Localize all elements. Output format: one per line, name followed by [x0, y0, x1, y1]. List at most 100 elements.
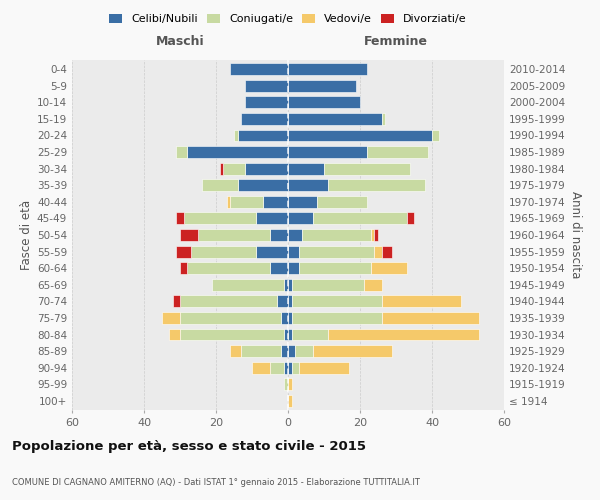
Text: Popolazione per età, sesso e stato civile - 2015: Popolazione per età, sesso e stato civil…: [12, 440, 366, 453]
Bar: [382, 113, 385, 125]
Bar: [180, 262, 187, 274]
Bar: [288, 378, 292, 390]
Bar: [313, 345, 392, 357]
Bar: [169, 328, 180, 340]
Bar: [292, 328, 328, 340]
Bar: [292, 362, 299, 374]
Bar: [270, 362, 284, 374]
Bar: [187, 262, 270, 274]
Bar: [245, 96, 288, 108]
Bar: [288, 80, 356, 92]
Bar: [313, 212, 407, 224]
Bar: [263, 196, 288, 208]
Bar: [252, 362, 270, 374]
Bar: [176, 212, 184, 224]
Bar: [284, 279, 288, 290]
Text: Femmine: Femmine: [364, 34, 428, 48]
Bar: [328, 328, 479, 340]
Bar: [281, 312, 288, 324]
Bar: [288, 246, 299, 258]
Bar: [284, 328, 288, 340]
Bar: [292, 279, 364, 290]
Bar: [241, 113, 288, 125]
Bar: [364, 279, 382, 290]
Bar: [382, 296, 461, 308]
Bar: [288, 312, 292, 324]
Bar: [374, 229, 378, 241]
Bar: [367, 146, 428, 158]
Bar: [288, 96, 360, 108]
Bar: [292, 312, 382, 324]
Bar: [256, 246, 288, 258]
Bar: [202, 180, 238, 191]
Bar: [162, 312, 180, 324]
Bar: [288, 395, 292, 407]
Bar: [288, 345, 295, 357]
Bar: [288, 296, 292, 308]
Bar: [299, 246, 374, 258]
Bar: [270, 229, 288, 241]
Bar: [176, 246, 191, 258]
Bar: [288, 63, 367, 75]
Bar: [288, 262, 299, 274]
Bar: [220, 162, 223, 174]
Bar: [288, 130, 432, 141]
Bar: [284, 362, 288, 374]
Bar: [299, 362, 349, 374]
Bar: [288, 180, 328, 191]
Bar: [180, 296, 277, 308]
Bar: [288, 113, 382, 125]
Bar: [277, 296, 288, 308]
Y-axis label: Anni di nascita: Anni di nascita: [569, 192, 582, 278]
Bar: [238, 180, 288, 191]
Legend: Celibi/Nubili, Coniugati/e, Vedovi/e, Divorziati/e: Celibi/Nubili, Coniugati/e, Vedovi/e, Di…: [107, 12, 469, 26]
Bar: [176, 146, 187, 158]
Bar: [295, 345, 313, 357]
Bar: [371, 229, 374, 241]
Bar: [180, 328, 284, 340]
Bar: [328, 180, 425, 191]
Bar: [270, 262, 288, 274]
Y-axis label: Fasce di età: Fasce di età: [20, 200, 33, 270]
Bar: [184, 212, 256, 224]
Bar: [324, 162, 410, 174]
Bar: [299, 262, 371, 274]
Bar: [212, 279, 284, 290]
Bar: [230, 196, 263, 208]
Bar: [371, 262, 407, 274]
Bar: [234, 130, 238, 141]
Bar: [317, 196, 367, 208]
Bar: [407, 212, 414, 224]
Bar: [374, 246, 382, 258]
Bar: [256, 212, 288, 224]
Bar: [288, 328, 292, 340]
Bar: [288, 196, 317, 208]
Bar: [198, 229, 270, 241]
Text: Maschi: Maschi: [155, 34, 205, 48]
Bar: [180, 312, 281, 324]
Bar: [187, 146, 288, 158]
Bar: [292, 296, 382, 308]
Bar: [302, 229, 371, 241]
Bar: [288, 362, 292, 374]
Bar: [245, 162, 288, 174]
Bar: [230, 63, 288, 75]
Bar: [230, 345, 241, 357]
Bar: [284, 378, 288, 390]
Bar: [288, 229, 302, 241]
Bar: [223, 162, 245, 174]
Bar: [191, 246, 256, 258]
Bar: [288, 279, 292, 290]
Bar: [238, 130, 288, 141]
Bar: [245, 80, 288, 92]
Bar: [227, 196, 230, 208]
Bar: [180, 229, 198, 241]
Bar: [281, 345, 288, 357]
Bar: [382, 246, 392, 258]
Bar: [241, 345, 281, 357]
Bar: [173, 296, 180, 308]
Bar: [288, 162, 324, 174]
Bar: [382, 312, 479, 324]
Bar: [432, 130, 439, 141]
Bar: [288, 212, 313, 224]
